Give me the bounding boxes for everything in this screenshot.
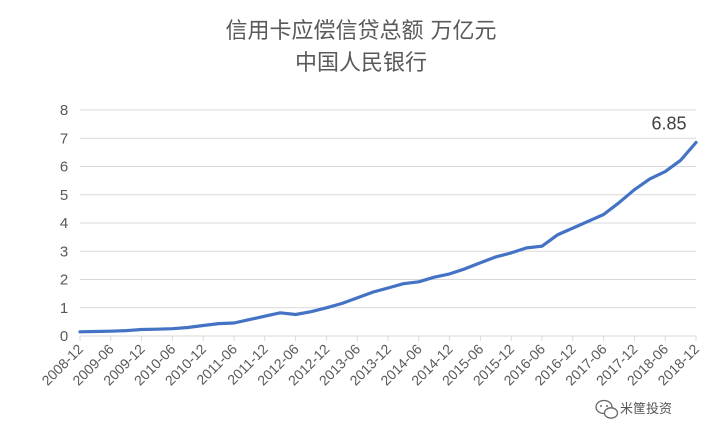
- y-tick-label: 1: [60, 300, 68, 317]
- annotations: 6.85: [651, 113, 686, 133]
- chart-subtitle: 中国人民银行: [295, 51, 427, 76]
- series-group: [78, 140, 698, 334]
- y-tick-label: 6: [60, 159, 68, 176]
- y-tick-label: 0: [60, 328, 68, 345]
- chart-title-group: 信用卡应偿信贷总额 万亿元 中国人民银行: [226, 19, 497, 76]
- watermark: 米筐投资: [595, 399, 672, 419]
- y-tick-label: 2: [60, 272, 68, 289]
- y-tick-label: 3: [60, 243, 68, 260]
- y-axis-ticks: 0 1 2 3 4 5 6 7 8: [60, 102, 68, 345]
- data-label: 6.85: [651, 113, 686, 133]
- x-axis-ticks: 2008-122009-062009-122010-062010-122011-…: [38, 336, 702, 388]
- y-tick-label: 4: [60, 215, 68, 232]
- series-line-0: [78, 140, 698, 334]
- wechat-icon: [595, 399, 619, 419]
- y-tick-label: 7: [60, 130, 68, 147]
- y-tick-label: 5: [60, 187, 68, 204]
- gridlines: [80, 109, 696, 309]
- chart-title: 信用卡应偿信贷总额 万亿元: [226, 19, 497, 44]
- y-tick-label: 8: [60, 102, 68, 119]
- watermark-text: 米筐投资: [620, 401, 672, 417]
